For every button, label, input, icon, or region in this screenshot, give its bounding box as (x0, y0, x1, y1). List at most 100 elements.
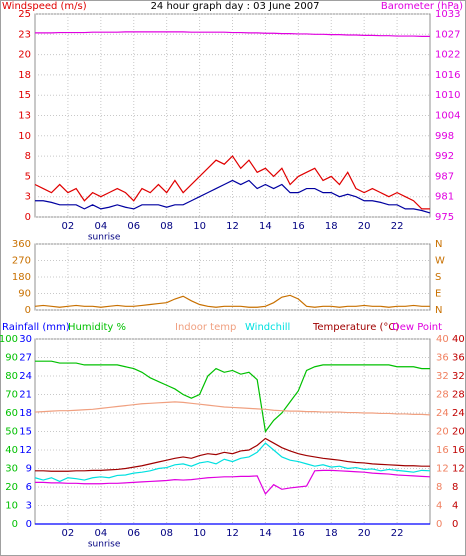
x-tick-label: 16 (292, 528, 305, 539)
y-tick-label: 20 (5, 482, 18, 493)
x-tick-label: 14 (259, 221, 272, 232)
legend-entry: Humidity % (68, 322, 126, 333)
legend-entry: Indoor temp (175, 322, 236, 333)
y-tick-label: 100 (0, 334, 18, 345)
y-tick-label: 975 (435, 212, 454, 223)
y-tick-label: 0 (25, 212, 31, 223)
y-tick-label: W (435, 256, 445, 267)
y-tick-label: 998 (435, 131, 454, 142)
y-tick-label: 180 (12, 272, 31, 283)
y-tick-label: 32 (452, 371, 465, 382)
y-tick-label: 21 (19, 390, 32, 401)
y-tick-label: 20 (436, 427, 449, 438)
y-tick-label: 24 (452, 408, 465, 419)
y-tick-label: 20 (452, 427, 465, 438)
y-tick-label: 16 (452, 445, 465, 456)
y-tick-label: 36 (436, 353, 449, 364)
y-tick-label: 80 (5, 371, 18, 382)
x-tick-label: 18 (325, 528, 338, 539)
y-tick-label: 4 (436, 501, 442, 512)
annotation: sunrise (88, 540, 121, 550)
x-tick-label: 16 (292, 221, 305, 232)
y-tick-label: 15 (19, 427, 32, 438)
x-tick-label: 12 (226, 528, 239, 539)
y-tick-label: 0 (452, 519, 458, 530)
y-tick-label: 12 (452, 464, 465, 475)
y-tick-label: 987 (435, 171, 454, 182)
y-tick-label: 12 (19, 445, 32, 456)
y-tick-label: 6 (26, 482, 32, 493)
legend-entry: Rainfall (mm) (2, 322, 70, 333)
y-tick-label: 1010 (435, 90, 460, 101)
y-tick-label: 3 (26, 501, 32, 512)
y-tick-label: 0 (25, 305, 31, 316)
y-tick-label: 50 (5, 427, 18, 438)
y-tick-label: 27 (19, 353, 32, 364)
series-line (35, 469, 431, 496)
y-tick-label: 9 (26, 464, 32, 475)
y-tick-label: 18 (19, 408, 32, 419)
y-tick-label: 0 (12, 519, 18, 530)
y-tick-label: 4 (452, 501, 458, 512)
y-tick-label: 3 (25, 192, 31, 203)
y-tick-label: 20 (18, 50, 31, 61)
x-tick-label: 10 (193, 528, 206, 539)
series-line (35, 179, 431, 214)
x-tick-label: 02 (62, 528, 75, 539)
y-tick-label: 90 (5, 353, 18, 364)
x-tick-label: 22 (391, 528, 404, 539)
y-tick-label: N (435, 239, 442, 250)
y-tick-label: 16 (436, 445, 449, 456)
y-tick-label: 30 (19, 334, 32, 345)
series-line (35, 437, 430, 472)
legend-entry: Windchill (245, 322, 290, 333)
series-line (34, 442, 431, 483)
x-tick-label: 02 (62, 221, 75, 232)
y-tick-label: 0 (26, 519, 32, 530)
y-tick-label: 28 (452, 390, 465, 401)
y-tick-label: 8 (452, 482, 458, 493)
y-tick-label: 8 (436, 482, 442, 493)
y-tick-label: 18 (18, 70, 31, 81)
y-tick-label: 1016 (435, 70, 460, 81)
y-tick-label: N (435, 305, 442, 316)
x-tick-label: 08 (160, 221, 173, 232)
chart-title: 24 hour graph day : 03 June 2007 (151, 1, 320, 12)
y-tick-label: 360 (12, 239, 31, 250)
x-tick-label: 08 (160, 528, 173, 539)
x-tick-label: 18 (325, 221, 338, 232)
y2-axis-title: Barometer (hPa) (381, 1, 463, 12)
x-tick-label: 12 (226, 221, 239, 232)
x-tick-label: 22 (391, 221, 404, 232)
y-tick-label: E (435, 289, 441, 300)
x-tick-label: 04 (94, 221, 107, 232)
x-tick-label: 06 (127, 221, 140, 232)
y-tick-label: 24 (436, 408, 449, 419)
y-tick-label: 25 (18, 9, 31, 20)
y-tick-label: 270 (12, 256, 31, 267)
y-tick-label: 28 (436, 390, 449, 401)
y-tick-label: 60 (5, 408, 18, 419)
y-tick-label: 40 (5, 445, 18, 456)
y-tick-label: 23 (18, 29, 31, 40)
legend-entry: Temperature (°C) (312, 322, 399, 333)
series-line (34, 155, 430, 210)
y-tick-label: 40 (452, 334, 465, 345)
y-tick-label: S (435, 272, 441, 283)
y-tick-label: 1004 (435, 111, 460, 122)
x-tick-label: 06 (127, 528, 140, 539)
y-tick-label: 32 (436, 371, 449, 382)
series-line (34, 401, 431, 416)
y-tick-label: 12 (436, 464, 449, 475)
y-tick-label: 1027 (435, 29, 460, 40)
annotation: sunrise (88, 233, 121, 243)
y-tick-label: 15 (18, 90, 31, 101)
series-line (34, 294, 430, 308)
y-tick-label: 10 (18, 131, 31, 142)
y-tick-label: 70 (5, 390, 18, 401)
y-tick-label: 40 (436, 334, 449, 345)
y-tick-label: 24 (19, 371, 32, 382)
series-line (35, 360, 430, 434)
y-tick-label: 5 (25, 171, 31, 182)
